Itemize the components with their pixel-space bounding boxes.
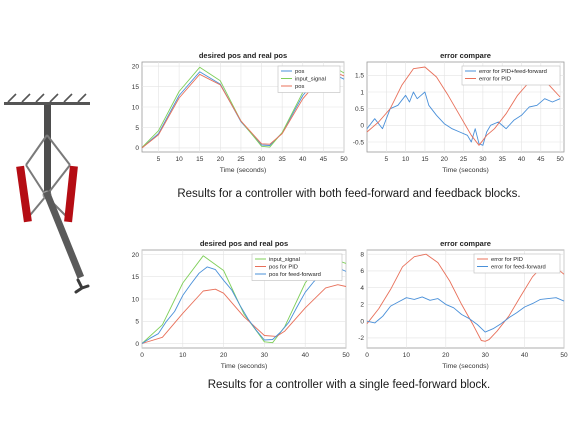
x-tick-label: 45 [537,156,545,163]
chart-ff-fb-position: desired pos and real pos 5 10 15 20 25 30 35 40 4… [132,51,348,174]
gripper-icon [74,278,90,294]
legend-label-0: error for PID+feed-forward [479,69,547,75]
x-tick-label: 35 [499,156,507,163]
legend-box [473,253,561,274]
x-tick-label: 45 [320,156,328,163]
legend-box [251,253,343,281]
series-line-0 [366,91,561,146]
legend-label-2: pos for feed-forward [269,272,321,278]
x-tick-label: 30 [258,156,266,163]
x-axis-label: Time (seconds) [442,167,489,174]
y-tick-label: 1 [360,89,364,96]
x-tick-label: 25 [460,156,468,163]
upper-link [44,105,51,195]
legend-label-1: input_signal [295,77,326,83]
legend-label-1: pos for PID [269,265,298,271]
legend-label-0: error for PID [491,257,523,263]
x-tick-label: 40 [521,352,529,359]
legend-label-1: error for PID [479,77,511,83]
x-tick-label: 15 [421,156,429,163]
y-tick-label: 15 [132,84,140,91]
robot-arm-illustration [4,93,90,294]
y-tick-label: 1.5 [355,73,364,80]
chart-ff-fb-error: error compare 5 10 15 20 25 30 35 40 45 50 -0.5 0 0.5… [353,51,565,174]
x-tick-label: 40 [302,352,310,359]
ceiling-bar [4,102,90,105]
y-tick-label: 2 [360,302,364,309]
x-tick-label: 5 [385,156,389,163]
y-tick-label: 5 [135,125,139,132]
x-tick-label: 15 [196,156,204,163]
legend-label-1: error for feed-forward [491,265,546,271]
caption-single-feedforward: Results for a controller with a single f… [207,379,491,391]
x-tick-label: 20 [220,352,228,359]
x-tick-label: 20 [441,156,449,163]
series-line-1 [366,296,565,333]
y-tick-label: 0 [135,341,139,348]
x-tick-label: 50 [342,352,350,359]
y-tick-label: 10 [132,296,140,303]
x-axis-label: Time (seconds) [220,167,267,174]
legend-label-0: pos [295,69,304,75]
y-tick-label: 15 [132,274,140,281]
left-muscle [16,165,32,223]
x-tick-label: 10 [402,156,410,163]
chart-ff-error: error compare 0 10 20 30 40 50 -2 0 2 4 6 8 Time (sec… [358,239,568,370]
y-tick-label: 0.5 [355,106,364,113]
chart-title: desired pos and real pos [200,239,288,248]
x-tick-label: 10 [179,352,187,359]
lower-link [43,190,85,279]
x-tick-label: 50 [560,352,568,359]
x-tick-label: 30 [261,352,269,359]
y-tick-label: 8 [360,251,364,258]
x-tick-label: 10 [403,352,411,359]
series-line-2 [141,266,347,344]
y-tick-label: 5 [135,319,139,326]
x-tick-label: 30 [479,156,487,163]
x-tick-label: 40 [299,156,307,163]
y-tick-label: 0 [135,145,139,152]
chart-title: error compare [440,51,491,60]
legend-label-2: pos [295,84,304,90]
x-tick-label: 50 [557,156,565,163]
x-tick-label: 20 [217,156,225,163]
y-tick-label: -0.5 [353,139,365,146]
y-tick-label: 20 [132,63,140,70]
x-tick-label: 10 [175,156,183,163]
y-tick-label: 6 [360,268,364,275]
y-tick-label: 0 [360,318,364,325]
series-line-1 [141,284,347,344]
caption-feedforward-feedback: Results for a controller with both feed-… [177,188,521,200]
chart-title: error compare [440,239,491,248]
x-tick-label: 20 [442,352,450,359]
y-tick-label: -2 [358,335,364,342]
x-tick-label: 0 [365,352,369,359]
x-axis-label: Time (seconds) [442,363,489,370]
y-tick-label: 4 [360,285,364,292]
x-tick-label: 25 [237,156,245,163]
y-tick-label: 20 [132,252,140,259]
right-muscle [64,165,78,223]
y-tick-label: 10 [132,104,140,111]
legend-box [461,65,561,86]
chart-ff-position: desired pos and real pos 0 10 20 30 40 50 0 5 10 1… [132,239,350,370]
ceiling-hatching [7,93,87,103]
chart-title: desired pos and real pos [199,51,287,60]
x-tick-label: 0 [140,352,144,359]
x-tick-label: 50 [340,156,348,163]
y-tick-label: 0 [360,123,364,130]
legend-label-0: input_signal [269,257,300,263]
x-tick-label: 40 [518,156,526,163]
x-axis-label: Time (seconds) [221,363,268,370]
x-tick-label: 35 [279,156,287,163]
x-tick-label: 5 [157,156,161,163]
x-tick-label: 30 [482,352,490,359]
legend-box [277,65,341,93]
